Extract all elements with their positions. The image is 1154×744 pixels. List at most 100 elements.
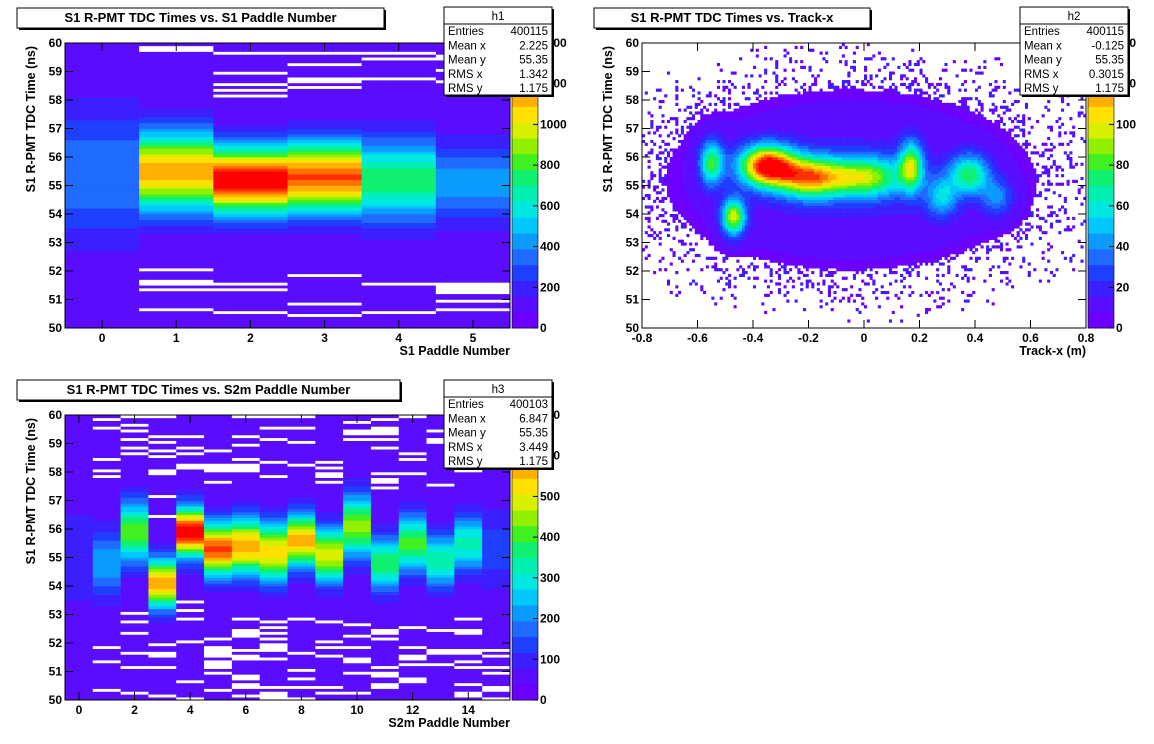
heatmap-cell — [800, 199, 804, 203]
heatmap-cell — [794, 174, 798, 178]
heatmap-cell — [719, 145, 723, 149]
heatmap-cell — [719, 219, 723, 223]
heatmap-cell — [769, 100, 773, 104]
heatmap-cell — [65, 222, 140, 226]
heatmap-cell — [139, 174, 214, 178]
heatmap-cell — [714, 211, 718, 215]
heatmap-cell — [689, 111, 693, 115]
heatmap-cell — [827, 288, 831, 292]
heatmap-cell — [761, 176, 765, 181]
heatmap-cell — [855, 253, 859, 258]
heatmap-cell — [830, 165, 834, 169]
heatmap-cell — [672, 165, 676, 169]
heatmap-cell — [827, 125, 831, 129]
heatmap-cell — [850, 131, 854, 135]
heatmap-cell — [361, 251, 437, 255]
heatmap-cell — [680, 176, 684, 181]
heatmap-cell — [855, 174, 859, 178]
heatmap-cell — [139, 82, 214, 87]
heatmap-cell — [811, 239, 815, 243]
heatmap-cell — [750, 188, 754, 192]
heatmap-cell — [839, 131, 843, 135]
heatmap-cell — [766, 219, 770, 223]
heatmap-cell — [65, 57, 140, 61]
heatmap-cell — [836, 154, 840, 158]
heatmap-cell — [791, 165, 795, 169]
heatmap-cell — [744, 251, 748, 255]
heatmap-cell — [703, 216, 707, 220]
heatmap-cell — [708, 122, 712, 126]
heatmap-cell — [733, 139, 737, 144]
heatmap-cell — [644, 205, 648, 209]
heatmap-cell — [833, 108, 837, 112]
heatmap-cell — [844, 276, 848, 280]
heatmap-cell — [703, 171, 707, 175]
heatmap-cell — [766, 185, 770, 189]
heatmap-cell — [139, 125, 214, 129]
heatmap-cell — [805, 91, 809, 95]
heatmap-cell — [722, 248, 726, 252]
heatmap-cell — [769, 273, 773, 277]
heatmap-cell — [694, 191, 698, 195]
heatmap-cell — [800, 60, 804, 64]
heatmap-cell — [65, 85, 140, 89]
heatmap-cell — [794, 233, 798, 238]
heatmap-cell — [689, 154, 693, 158]
heatmap-cell — [844, 108, 848, 112]
heatmap-cell — [753, 105, 757, 109]
heatmap-cell — [139, 157, 214, 161]
heatmap-cell — [777, 256, 782, 260]
heatmap-cell — [666, 182, 671, 186]
heatmap-cell — [836, 199, 840, 203]
heatmap-cell — [700, 114, 704, 118]
heatmap-cell — [827, 211, 831, 215]
heatmap-cell — [769, 148, 773, 152]
heatmap-cell — [844, 242, 848, 246]
heatmap-cell — [847, 236, 851, 240]
heatmap-cell — [722, 216, 726, 220]
heatmap-cell — [822, 145, 826, 149]
heatmap-cell — [797, 114, 801, 118]
heatmap-cell — [769, 236, 773, 240]
heatmap-cell — [836, 111, 840, 115]
heatmap-cell — [786, 165, 790, 169]
heatmap-cell — [777, 122, 782, 126]
heatmap-cell — [830, 299, 834, 303]
heatmap-cell — [213, 242, 288, 246]
heatmap-cell — [755, 102, 759, 106]
heatmap-cell — [847, 205, 851, 209]
heatmap-cell — [730, 162, 734, 166]
heatmap-cell — [855, 239, 859, 243]
heatmap-cell — [739, 185, 743, 189]
heatmap-cell — [435, 293, 511, 297]
heatmap-cell — [844, 91, 848, 95]
heatmap-cell — [689, 137, 693, 141]
heatmap-cell — [758, 251, 762, 255]
heatmap-cell — [777, 117, 782, 121]
heatmap-cell — [855, 94, 859, 98]
heatmap-cell — [730, 253, 734, 258]
heatmap-cell — [839, 205, 843, 209]
heatmap-cell — [691, 248, 696, 252]
heatmap-cell — [858, 219, 862, 223]
heatmap-cell — [747, 137, 751, 141]
heatmap-cell — [855, 154, 859, 158]
heatmap-cell — [777, 231, 782, 235]
heatmap-cell — [722, 188, 726, 192]
heatmap-cell — [750, 219, 754, 223]
heatmap-cell — [839, 171, 843, 175]
heatmap-cell — [728, 139, 732, 144]
y-tick-label: 53 — [49, 236, 63, 250]
heatmap-cell — [761, 216, 765, 220]
heatmap-cell — [847, 148, 851, 152]
heatmap-cell — [819, 108, 823, 112]
heatmap-cell — [758, 219, 762, 223]
heatmap-cell — [739, 174, 743, 178]
heatmap-cell — [761, 159, 765, 163]
heatmap-cell — [753, 205, 757, 209]
heatmap-cell — [736, 259, 740, 263]
heatmap-cell — [850, 236, 854, 240]
heatmap-cell — [675, 117, 679, 121]
heatmap-cell — [802, 214, 807, 218]
heatmap-cell — [728, 91, 732, 95]
